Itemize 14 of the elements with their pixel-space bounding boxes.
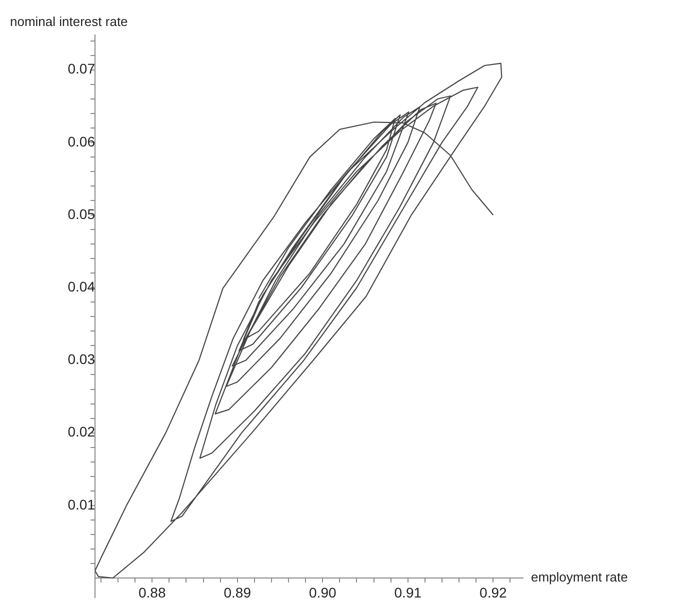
x-tick-label: 0.89 <box>224 584 252 600</box>
x-tick-label: 0.90 <box>309 584 336 600</box>
y-tick-label: 0.06 <box>68 133 96 150</box>
y-tick-label: 0.02 <box>68 424 96 440</box>
x-tick-label: 0.91 <box>394 584 422 600</box>
y-tick-label: 0.07 <box>68 60 96 77</box>
y-tick-label: 0.03 <box>68 351 96 368</box>
y-tick-label: 0.01 <box>68 496 96 512</box>
x-tick-label: 0.88 <box>138 584 166 600</box>
x-axis-title: employment rate <box>531 570 628 585</box>
y-axis-title: nominal interest rate <box>10 14 128 30</box>
y-tick-label: 0.05 <box>68 206 96 222</box>
x-tick-label: 0.92 <box>480 584 507 600</box>
y-tick-label: 0.04 <box>68 278 96 294</box>
